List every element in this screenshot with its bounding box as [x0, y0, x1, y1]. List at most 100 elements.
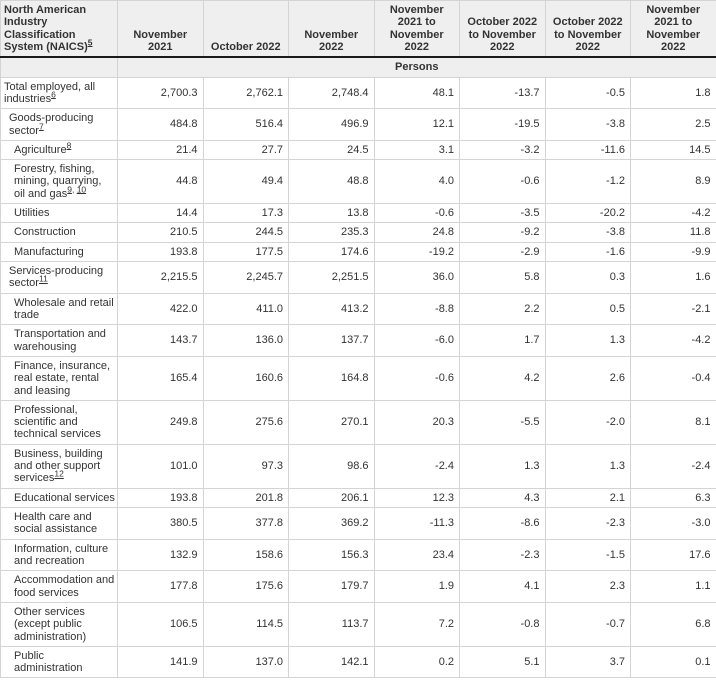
- value-cell: 12.1: [373, 108, 460, 141]
- row-label: Transportation and warehousing: [0, 324, 118, 357]
- table-body: Total employed, all industries6 2,700.3 2,…: [0, 76, 716, 679]
- footnote-ref: 8: [67, 140, 72, 150]
- row-label: Forestry, fishing, mining, quarrying, oi…: [0, 159, 118, 205]
- value-cell: 11.8: [630, 222, 716, 243]
- value-cell: 422.0: [117, 292, 204, 326]
- value-cell: 142.1: [288, 645, 375, 679]
- row-label-text: Finance, insurance, real estate, rental …: [14, 359, 110, 397]
- footnote-link[interactable]: 11: [38, 273, 48, 284]
- value-cell: -2.4: [373, 443, 460, 489]
- value-cell: 106.5: [117, 601, 204, 647]
- table-row: Information, culture and recreation 132.9…: [0, 538, 716, 572]
- row-label-text: Construction: [14, 226, 76, 239]
- value-cell: 5.8: [459, 261, 546, 294]
- value-cell: 160.6: [202, 355, 289, 401]
- table-row: Wholesale and retail trade 422.0 411.0 413.…: [0, 292, 716, 326]
- row-label-text: Utilities: [14, 207, 50, 220]
- row-label-text: Business, building and other support ser…: [14, 447, 103, 485]
- value-cell: 14.4: [117, 203, 204, 224]
- footnote-ref: 9, 10: [67, 184, 87, 195]
- row-label: Business, building and other support ser…: [0, 443, 118, 489]
- value-cell: 179.7: [288, 570, 375, 603]
- value-cell: -4.2: [630, 203, 716, 224]
- value-cell: 20.3: [373, 399, 460, 445]
- value-cell: 1.7: [459, 324, 546, 357]
- value-cell: 193.8: [117, 487, 204, 509]
- value-cell: 137.7: [288, 324, 375, 357]
- row-label-text: Educational services: [14, 491, 115, 504]
- value-cell: 8.1: [630, 399, 716, 445]
- value-cell: 244.5: [202, 222, 289, 243]
- value-cell: -13.7: [459, 76, 546, 110]
- row-label: Other services (except public administra…: [0, 601, 118, 647]
- value-cell: 137.0: [202, 645, 289, 679]
- col-header-november-2022: November 2022: [288, 0, 375, 59]
- value-cell: 484.8: [117, 108, 204, 141]
- footnote-link[interactable]: 10: [76, 184, 87, 195]
- value-cell: 6.3: [630, 487, 716, 509]
- row-label-text: Health care and social assistance: [14, 511, 98, 536]
- row-label: Manufacturing: [0, 241, 118, 263]
- value-cell: -2.4: [630, 443, 716, 489]
- value-cell: -19.5: [459, 108, 546, 141]
- footnote-link[interactable]: 5: [87, 37, 93, 48]
- table-row: Other services (except public administra…: [0, 601, 716, 647]
- row-label-text: Transportation and warehousing: [14, 328, 106, 353]
- table-row: Goods-producing sector7 484.8 516.4 496.9 12…: [0, 108, 716, 141]
- col-header-naics: North American Industry Classification S…: [0, 0, 118, 59]
- value-cell: 206.1: [288, 487, 375, 509]
- value-cell: -2.1: [630, 292, 716, 326]
- value-cell: -2.0: [544, 399, 631, 445]
- value-cell: 2,748.4: [288, 76, 375, 110]
- footnote-link[interactable]: 9: [67, 184, 72, 195]
- col-header-change-nov2021-nov2022: November 2021 to November 2022: [373, 0, 460, 59]
- table-row: Construction 210.5 244.5 235.3 24.8 -9.2 -3.8 1…: [0, 222, 716, 243]
- value-cell: 1.3: [544, 324, 631, 357]
- value-cell: 2.6: [544, 355, 631, 401]
- footnote-link[interactable]: 12: [54, 468, 64, 479]
- column-header-row: North American Industry Classification S…: [0, 0, 716, 59]
- value-cell: -0.4: [630, 355, 716, 401]
- footnote-ref: 11: [39, 274, 48, 284]
- table-row: Total employed, all industries6 2,700.3 2,…: [0, 76, 716, 110]
- footnote-link[interactable]: 7: [38, 120, 44, 131]
- footnote-link[interactable]: 6: [51, 89, 56, 100]
- value-cell: 1.3: [459, 443, 546, 489]
- table-row: Professional, scientific and technical s…: [0, 399, 716, 445]
- footnote-link[interactable]: 8: [66, 140, 72, 151]
- value-cell: 24.8: [373, 222, 460, 243]
- table-header: North American Industry Classification S…: [0, 0, 716, 78]
- value-cell: -1.5: [544, 538, 631, 572]
- table-row: Accommodation and food services 177.8 175.…: [0, 570, 716, 603]
- value-cell: -3.8: [544, 222, 631, 243]
- row-label: Health care and social assistance: [0, 507, 118, 540]
- table-row: Services-producing sector11 2,215.5 2,245.…: [0, 261, 716, 294]
- value-cell: 49.4: [202, 159, 289, 205]
- value-cell: 2.2: [459, 292, 546, 326]
- value-cell: 27.7: [202, 139, 289, 161]
- unit-row-blank-cell: [0, 56, 118, 78]
- value-cell: 13.8: [288, 203, 375, 224]
- row-label-text: Public administration: [14, 649, 83, 675]
- row-label-text: Other services (except public administra…: [14, 605, 87, 643]
- value-cell: 516.4: [202, 108, 289, 141]
- value-cell: 2,762.1: [202, 76, 289, 110]
- value-cell: 113.7: [288, 601, 375, 647]
- value-cell: 101.0: [117, 443, 204, 489]
- value-cell: 2,215.5: [117, 261, 204, 294]
- value-cell: 164.8: [288, 355, 375, 401]
- value-cell: 8.9: [630, 159, 716, 205]
- value-cell: 377.8: [202, 507, 289, 540]
- value-cell: 0.1: [630, 645, 716, 679]
- value-cell: 24.5: [288, 139, 375, 161]
- footnote-ref: 12: [54, 469, 63, 479]
- col-header-change-nov2021-nov2022-b: November 2021 to November 2022: [630, 0, 716, 59]
- row-label: Services-producing sector11: [0, 261, 118, 294]
- value-cell: -2.3: [459, 538, 546, 572]
- value-cell: 156.3: [288, 538, 375, 572]
- value-cell: -1.2: [544, 159, 631, 205]
- value-cell: -9.2: [459, 222, 546, 243]
- value-cell: 4.3: [459, 487, 546, 509]
- value-cell: 2.5: [630, 108, 716, 141]
